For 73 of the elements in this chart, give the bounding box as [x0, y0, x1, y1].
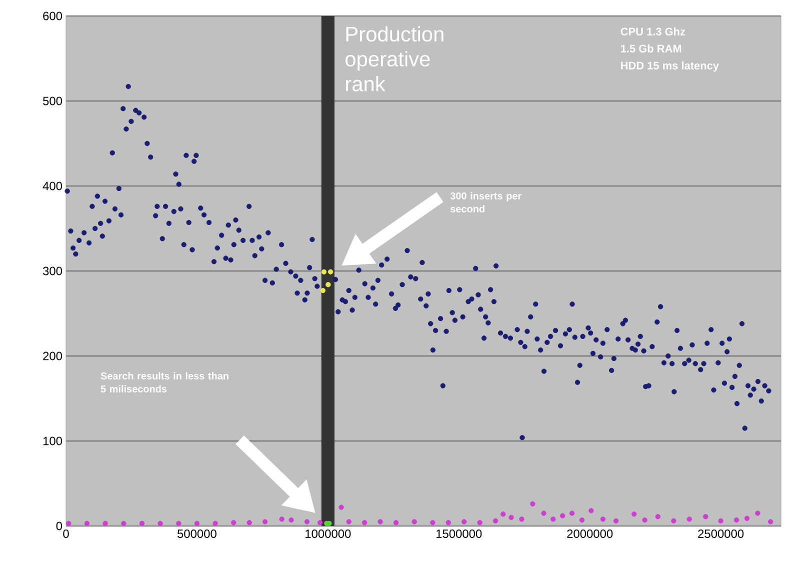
point: [702, 514, 708, 520]
point: [231, 520, 236, 526]
point: [686, 516, 692, 522]
x-tick-label: 1500000: [436, 530, 482, 538]
point: [718, 518, 724, 524]
point: [734, 517, 740, 523]
point: [600, 516, 606, 522]
x-tick-label: 2500000: [698, 530, 744, 538]
band-label: Production operative rank: [346, 26, 444, 92]
y-tick-label: 0: [56, 522, 62, 530]
x-tick-label: 2000000: [567, 530, 613, 538]
annotation: CPU 1.3 Ghz: [620, 27, 686, 36]
point: [768, 519, 774, 524]
point: [655, 514, 661, 520]
point: [84, 520, 90, 526]
point: [412, 519, 417, 524]
point: [326, 282, 331, 288]
point: [321, 269, 327, 274]
point: [66, 520, 72, 526]
y-tick-label: 500: [43, 96, 62, 106]
point: [194, 520, 200, 526]
annotation: 1.5 Gb RAM: [621, 44, 682, 52]
y-tick-label: 100: [43, 436, 62, 446]
point: [613, 518, 619, 524]
point: [446, 520, 451, 526]
point: [430, 520, 436, 526]
x-tick-label: 0: [63, 530, 69, 538]
y-tick-label: 400: [42, 182, 62, 190]
point: [317, 520, 323, 526]
annotation: HDD 15 ms latency: [621, 61, 719, 72]
point: [671, 518, 676, 524]
point: [338, 504, 344, 510]
point: [304, 519, 310, 524]
point: [176, 520, 182, 526]
point: [579, 517, 585, 523]
y-tick-label: 300: [42, 266, 62, 276]
point: [569, 510, 575, 516]
y-tick-label: 600: [43, 12, 62, 20]
point: [378, 519, 383, 524]
point: [346, 519, 352, 524]
point: [550, 516, 556, 522]
point: [288, 517, 294, 523]
point: [262, 519, 268, 524]
point: [477, 520, 482, 526]
point: [279, 516, 284, 522]
point: [541, 510, 546, 516]
point: [246, 520, 252, 526]
point: [755, 510, 760, 516]
point: [362, 520, 368, 526]
point: [393, 520, 399, 526]
point: [320, 288, 326, 294]
point: [588, 508, 594, 514]
x-tick-label: 1000000: [306, 530, 351, 538]
annotation: Search results in less than 5 miliseconds: [100, 372, 228, 392]
point: [744, 516, 750, 521]
point: [508, 514, 514, 520]
point: [158, 520, 163, 526]
point: [530, 501, 536, 506]
point: [328, 269, 334, 274]
point: [102, 520, 108, 526]
point: [492, 518, 498, 524]
point: [121, 520, 126, 526]
point: [212, 520, 218, 526]
x-tick-label: 500000: [178, 530, 216, 538]
point: [519, 516, 524, 522]
point: [500, 511, 506, 517]
y-tick-label: 200: [43, 352, 62, 360]
point: [139, 520, 145, 526]
point: [462, 519, 467, 524]
point: [560, 513, 566, 518]
point: [631, 511, 637, 517]
point: [642, 517, 648, 523]
annotation: 300 inserts per second: [450, 192, 522, 212]
